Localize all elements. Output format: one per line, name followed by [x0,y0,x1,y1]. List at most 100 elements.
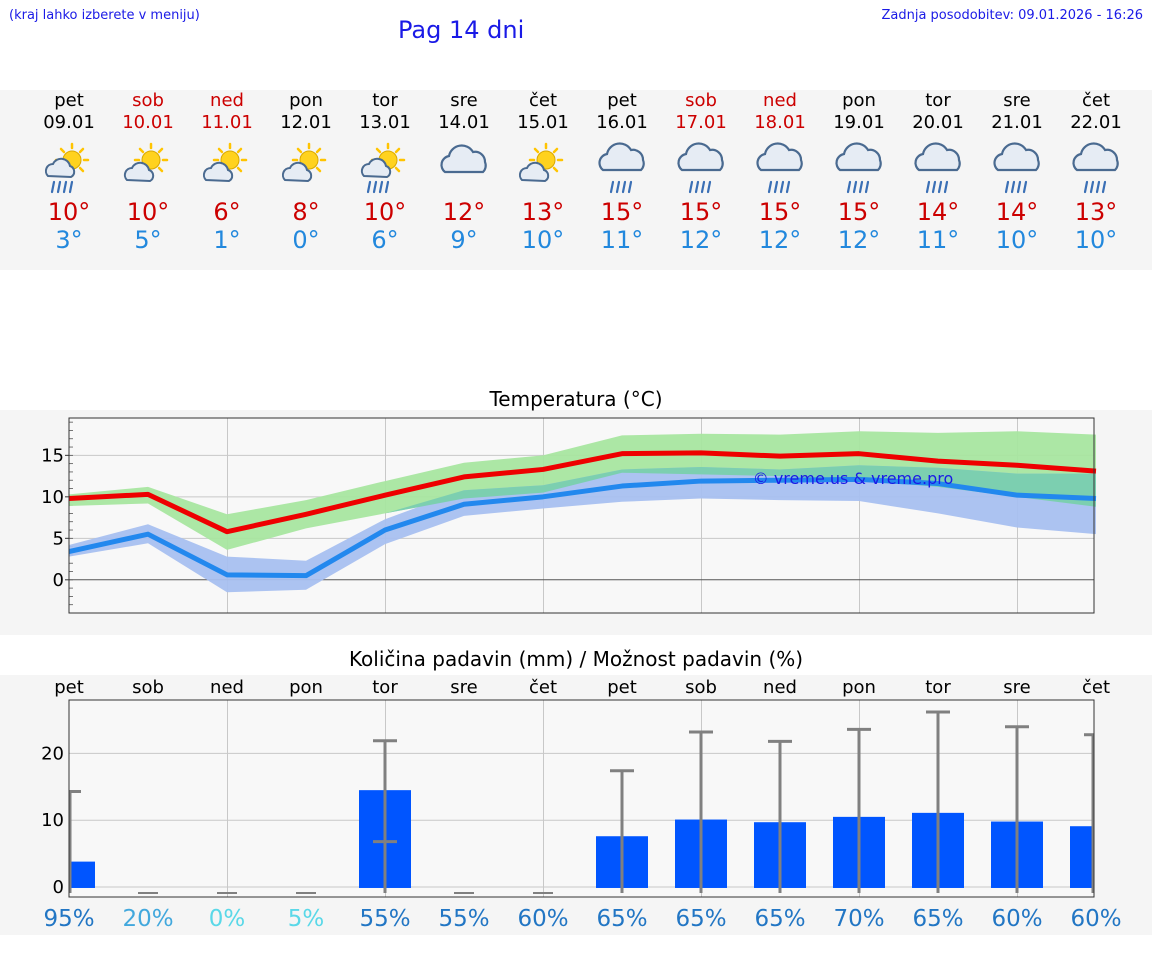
y-tick-label: 15 [41,445,64,466]
day-name: sob [685,90,717,111]
precipitation-probability-label: 65% [596,906,647,932]
day-forecast: sob 10.01 10° 5° [109,90,188,270]
day-date: 15.01 [517,112,569,133]
day-forecast: sob 17.01 15° 12° [662,90,741,270]
max-temperature: 14° [995,198,1039,226]
precipitation-probability-label: 55% [359,906,410,932]
x-category-label: čet [529,677,557,698]
day-date: 18.01 [754,112,806,133]
day-forecast: ned 18.01 15° 12° [741,90,820,270]
y-tick-label: 0 [53,570,64,591]
max-temperature: 15° [679,198,723,226]
day-name: sre [450,90,478,111]
max-temperature: 6° [213,198,241,226]
cloud-rain-icon [595,140,651,196]
precipitation-bar [69,861,95,888]
x-category-label: sob [685,677,717,698]
min-temperature: 3° [55,226,83,254]
sun-cloud-rain-icon [358,140,414,196]
max-temperature: 10° [47,198,91,226]
day-forecast: sre 21.01 14° 10° [978,90,1057,270]
x-category-label: sre [450,677,477,698]
day-forecast: tor 13.01 10° 6° [346,90,425,270]
day-name: sre [1003,90,1031,111]
precipitation-probability-label: 55% [438,906,489,932]
max-temperature: 14° [916,198,960,226]
day-forecast: pon 19.01 15° 12° [820,90,899,270]
cloud-icon [437,140,493,196]
x-category-label: tor [925,677,951,698]
day-name: pet [54,90,84,111]
precipitation-probability-label: 60% [1070,906,1121,932]
max-temperature: 10° [363,198,407,226]
x-category-label: pet [607,677,637,698]
cloud-rain-icon [911,140,967,196]
day-name: sob [132,90,164,111]
day-date: 12.01 [280,112,332,133]
x-category-label: sre [1003,677,1030,698]
sun-cloud-icon [200,140,256,196]
day-date: 16.01 [596,112,648,133]
band-overlap [69,465,1096,550]
x-category-label: pet [54,677,84,698]
day-name: tor [925,90,951,111]
precipitation-chart-title: Količina padavin (mm) / Možnost padavin … [348,647,804,671]
precipitation-probability-label: 20% [122,906,173,932]
min-temperature: 12° [679,226,723,254]
day-name: ned [763,90,797,111]
precipitation-probability-label: 60% [517,906,568,932]
x-category-label: pon [289,677,323,698]
cloud-rain-icon [1069,140,1125,196]
max-temperature: 15° [758,198,802,226]
max-temperature: 8° [292,198,320,226]
watermark-text: © vreme.us & vreme.pro [753,469,954,488]
min-temperature: 12° [758,226,802,254]
precipitation-bar [1070,826,1094,888]
x-category-label: čet [1082,677,1110,698]
day-date: 09.01 [43,112,95,133]
min-temperature: 10° [1074,226,1118,254]
last-update: Zadnja posodobitev: 09.01.2026 - 16:26 [881,8,1143,23]
precipitation-probability-label: 5% [288,906,325,932]
day-forecast: pon 12.01 8° 0° [267,90,346,270]
day-name: tor [372,90,398,111]
precipitation-probability-label: 65% [675,906,726,932]
y-tick-label: 20 [41,743,64,764]
precipitation-probability-label: 95% [43,906,94,932]
min-temperature: 6° [371,226,399,254]
precipitation-chart: 0 10 20 pet sob ned pon tor sre čet pet sob ned pon to… [41,677,1121,932]
max-temperature-band [69,431,1096,550]
temperature-chart-title: Temperatura (°C) [489,387,663,411]
day-name: čet [1081,90,1111,111]
y-tick-label: 5 [53,528,64,549]
precipitation-probability-label: 65% [912,906,963,932]
min-temperature: 11° [600,226,644,254]
precipitation-probability-label: 60% [991,906,1042,932]
day-date: 10.01 [122,112,174,133]
max-temperature: 13° [1074,198,1118,226]
x-category-label: sob [132,677,164,698]
location-note: (kraj lahko izberete v meniju) [9,8,200,23]
day-date: 21.01 [991,112,1043,133]
sun-cloud-icon [516,140,572,196]
day-date: 14.01 [438,112,490,133]
day-date: 13.01 [359,112,411,133]
precipitation-probability-label: 70% [833,906,884,932]
precipitation-probability-label: 65% [754,906,805,932]
min-temperature-line [68,476,1097,579]
x-category-label: ned [210,677,244,698]
day-forecast: sre 14.01 12° 9° [425,90,504,270]
day-name: pon [289,90,323,111]
sun-cloud-icon [279,140,335,196]
day-name: čet [528,90,558,111]
day-date: 11.01 [201,112,253,133]
cloud-rain-icon [674,140,730,196]
y-tick-label: 0 [53,877,64,898]
x-category-label: pon [842,677,876,698]
min-temperature: 11° [916,226,960,254]
day-name: pet [607,90,637,111]
day-date: 19.01 [833,112,885,133]
min-temperature: 10° [995,226,1039,254]
sun-cloud-icon [121,140,177,196]
day-date: 20.01 [912,112,964,133]
